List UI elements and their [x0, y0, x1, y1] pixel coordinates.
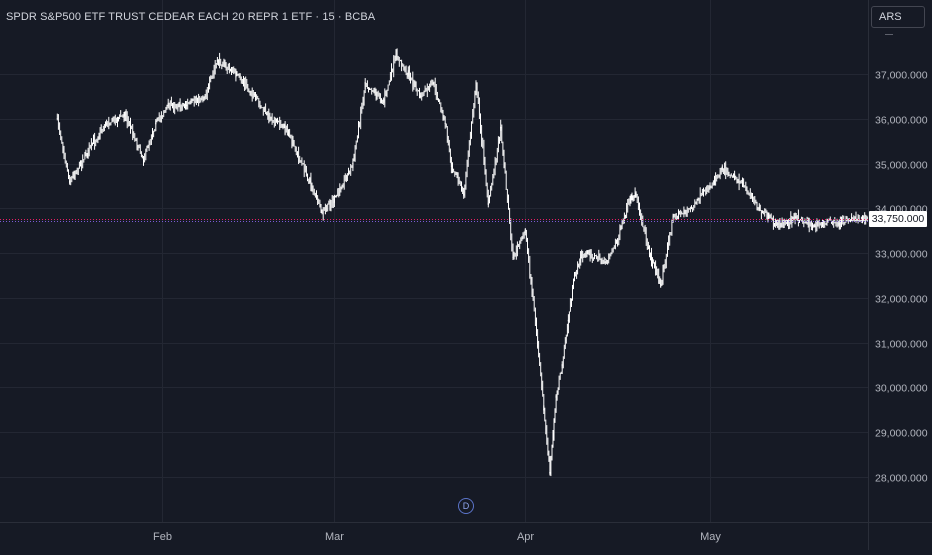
data-point [266, 113, 268, 115]
data-point [475, 82, 477, 84]
data-point [814, 225, 816, 227]
grid [0, 0, 868, 522]
data-point [512, 257, 514, 259]
data-point [543, 409, 545, 411]
data-point [253, 95, 255, 97]
data-point [235, 73, 237, 75]
data-point [124, 113, 126, 115]
data-point [500, 127, 502, 129]
data-point [420, 95, 422, 97]
data-point [407, 73, 409, 75]
data-point [580, 257, 582, 259]
x-tick-label: May [700, 531, 721, 543]
data-point [155, 122, 157, 124]
data-point [383, 100, 385, 102]
dividend-marker-icon[interactable]: D [458, 498, 474, 514]
data-point [826, 221, 828, 223]
data-point [56, 118, 58, 120]
data-point [746, 189, 748, 191]
currency-button[interactable]: ARS [871, 6, 925, 28]
data-point [647, 248, 650, 250]
data-point [444, 122, 446, 124]
data-point [524, 230, 526, 232]
data-point [167, 104, 169, 106]
data-point [549, 471, 551, 474]
data-point [395, 55, 397, 57]
data-point [629, 198, 631, 200]
last-price-label: 33,750.000 [869, 211, 927, 227]
data-point [352, 163, 354, 165]
data-point [142, 158, 145, 160]
data-point [555, 395, 557, 397]
data-point [364, 82, 366, 84]
data-point [487, 203, 489, 205]
data-point [586, 252, 588, 254]
y-tick-label: 30,000.000 [875, 383, 928, 395]
data-point [604, 261, 606, 263]
data-point [537, 342, 539, 344]
data-point [204, 95, 206, 97]
y-tick-label: 28,000.000 [875, 473, 928, 485]
y-tick-label: 35,000.000 [875, 160, 928, 172]
data-point [106, 122, 108, 124]
y-tick-label: 36,000.000 [875, 115, 928, 127]
data-point [573, 274, 576, 277]
data-point [567, 319, 570, 321]
data-point [851, 216, 853, 218]
chart-title: SPDR S&P500 ETF TRUST CEDEAR EACH 20 REP… [6, 11, 376, 23]
y-tick-label: 31,000.000 [875, 339, 928, 351]
data-point [709, 185, 711, 187]
price-axis[interactable]: 28,000.000 29,000.000 30,000.000 31,000.000… [868, 0, 928, 550]
data-point [309, 180, 311, 183]
data-point [87, 149, 89, 151]
data-point [296, 154, 299, 156]
price-series [0, 48, 871, 477]
y-tick-label: 33,000.000 [875, 249, 928, 261]
data-point [333, 198, 335, 200]
x-tick-label: Apr [517, 531, 534, 543]
data-point [186, 104, 188, 106]
data-point [432, 82, 434, 84]
data-point [450, 163, 452, 165]
data-point [795, 216, 797, 218]
data-point [721, 167, 723, 169]
x-tick-label: Mar [325, 531, 344, 543]
data-point [734, 176, 736, 178]
data-point [216, 60, 218, 62]
data-point [838, 223, 840, 225]
data-point [284, 127, 286, 129]
data-point [617, 239, 619, 241]
time-axis[interactable]: Feb Mar Apr May [0, 522, 932, 544]
data-point [69, 180, 71, 183]
data-point [777, 225, 779, 227]
data-point [635, 194, 637, 196]
y-tick-label: 29,000.000 [875, 428, 928, 440]
data-point [561, 364, 563, 366]
data-point [758, 207, 760, 209]
data-point [690, 207, 693, 209]
data-point [321, 212, 323, 214]
x-tick-label: Feb [153, 531, 172, 543]
data-point [463, 194, 465, 196]
y-tick-label: 37,000.000 [875, 70, 928, 82]
data-point [654, 265, 656, 268]
y-tick-label: 32,000.000 [875, 294, 928, 306]
data-point [672, 216, 674, 218]
data-point [660, 283, 662, 286]
